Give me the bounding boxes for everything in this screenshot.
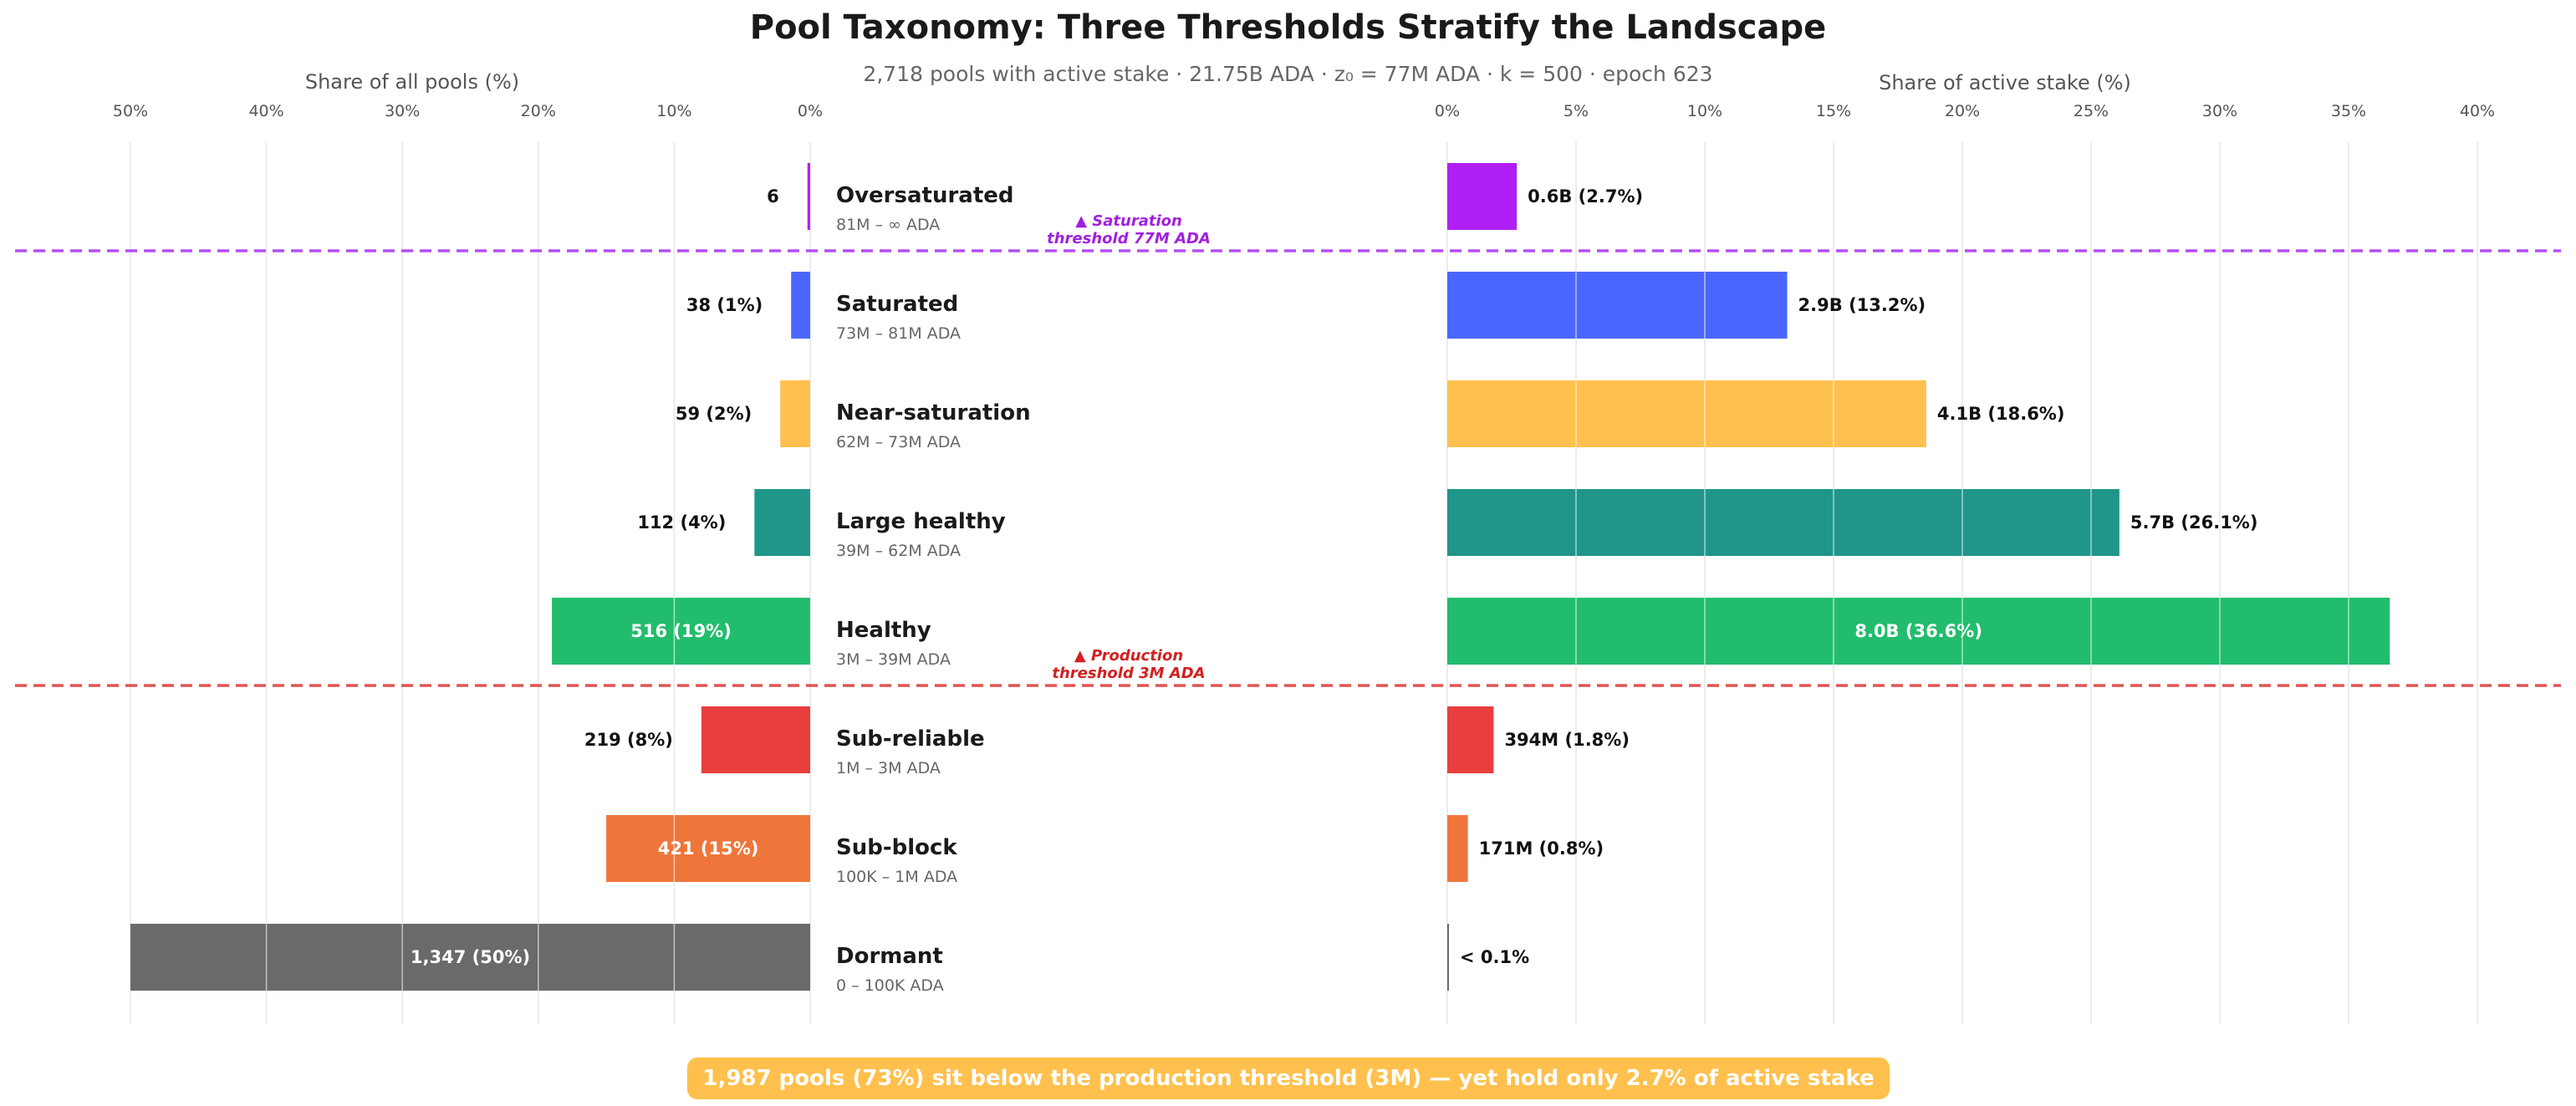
threshold-label: ▲ Production <box>1074 647 1183 665</box>
right-tick-label: 0% <box>1435 102 1460 120</box>
left-bar <box>754 489 810 556</box>
left-bar-label: 421 (15%) <box>658 838 759 859</box>
right-tick-label: 35% <box>2331 102 2366 120</box>
chart-subtitle: 2,718 pools with active stake · 21.75B A… <box>863 62 1713 86</box>
category-range: 73M – 81M ADA <box>836 324 961 343</box>
right-bar <box>1447 815 1468 882</box>
left-tick-label: 20% <box>521 102 556 120</box>
right-bar <box>1447 272 1788 339</box>
category-range: 39M – 62M ADA <box>836 542 961 560</box>
left-bar <box>552 598 810 665</box>
category-name: Healthy <box>836 618 931 643</box>
right-tick-label: 25% <box>2074 102 2109 120</box>
right-tick-label: 30% <box>2202 102 2237 120</box>
category-name: Oversaturated <box>836 183 1014 208</box>
left-tick-label: 10% <box>656 102 691 120</box>
right-bar <box>1447 489 2119 556</box>
right-tick-label: 5% <box>1563 102 1589 120</box>
left-bar <box>701 706 810 773</box>
right-bar-label: 4.1B (18.6%) <box>1937 404 2065 424</box>
right-bar-label: 5.7B (26.1%) <box>2130 512 2258 533</box>
category-range: 62M – 73M ADA <box>836 433 961 451</box>
threshold-label: ▲ Saturation <box>1075 212 1182 230</box>
left-tick-label: 50% <box>113 102 148 120</box>
left-axis-label: Share of all pools (%) <box>305 70 519 94</box>
left-bar <box>780 380 810 447</box>
summary-callout-text: 1,987 pools (73%) sit below the producti… <box>702 1066 1875 1091</box>
right-tick-label: 10% <box>1687 102 1722 120</box>
right-bar <box>1447 924 1449 991</box>
right-bar-label: 171M (0.8%) <box>1479 838 1604 859</box>
left-bar <box>791 272 810 339</box>
right-bar <box>1447 706 1494 773</box>
right-tick-label: 40% <box>2460 102 2495 120</box>
category-name: Dormant <box>836 944 943 969</box>
right-bar <box>1447 380 1926 447</box>
right-tick-label: 15% <box>1816 102 1851 120</box>
left-bar-label: 112 (4%) <box>637 512 726 533</box>
category-range: 100K – 1M ADA <box>836 868 957 886</box>
threshold-label: threshold 3M ADA <box>1052 665 1205 682</box>
category-name: Sub-block <box>836 835 957 860</box>
left-bar-label: 219 (8%) <box>584 730 673 750</box>
chart-title: Pool Taxonomy: Three Thresholds Stratify… <box>749 8 1827 47</box>
left-tick-label: 0% <box>798 102 823 120</box>
threshold-label: threshold 77M ADA <box>1047 230 1211 247</box>
left-tick-label: 30% <box>385 102 420 120</box>
category-range: 81M – ∞ ADA <box>836 216 940 234</box>
right-bar-label: < 0.1% <box>1460 947 1529 967</box>
left-bar-label: 1,347 (50%) <box>411 947 530 967</box>
left-bar <box>807 163 810 230</box>
category-name: Saturated <box>836 292 958 317</box>
category-range: 3M – 39M ADA <box>836 650 951 669</box>
category-range: 1M – 3M ADA <box>836 759 941 777</box>
category-range: 0 – 100K ADA <box>836 976 944 995</box>
right-bar <box>1447 598 2390 665</box>
right-bar-label: 2.9B (13.2%) <box>1798 295 1926 315</box>
category-name: Large healthy <box>836 509 1006 534</box>
category-name: Sub-reliable <box>836 726 985 752</box>
left-tick-label: 40% <box>248 102 283 120</box>
right-tick-label: 20% <box>1945 102 1980 120</box>
left-bar-label: 516 (19%) <box>630 621 732 641</box>
summary-callout: 1,987 pools (73%) sit below the producti… <box>687 1058 1890 1099</box>
right-bar <box>1447 163 1518 230</box>
right-axis-label: Share of active stake (%) <box>1879 71 2131 94</box>
right-bar-label: 394M (1.8%) <box>1504 730 1629 750</box>
left-bar <box>606 815 810 882</box>
left-bar-label: 59 (2%) <box>676 404 752 424</box>
left-bar-label: 6 <box>767 186 779 206</box>
right-bar-label: 0.6B (2.7%) <box>1528 186 1643 206</box>
left-bar <box>130 924 810 991</box>
left-bar-label: 38 (1%) <box>686 295 763 315</box>
right-bar-label: 8.0B (36.6%) <box>1854 621 1982 641</box>
category-name: Near-saturation <box>836 400 1031 426</box>
